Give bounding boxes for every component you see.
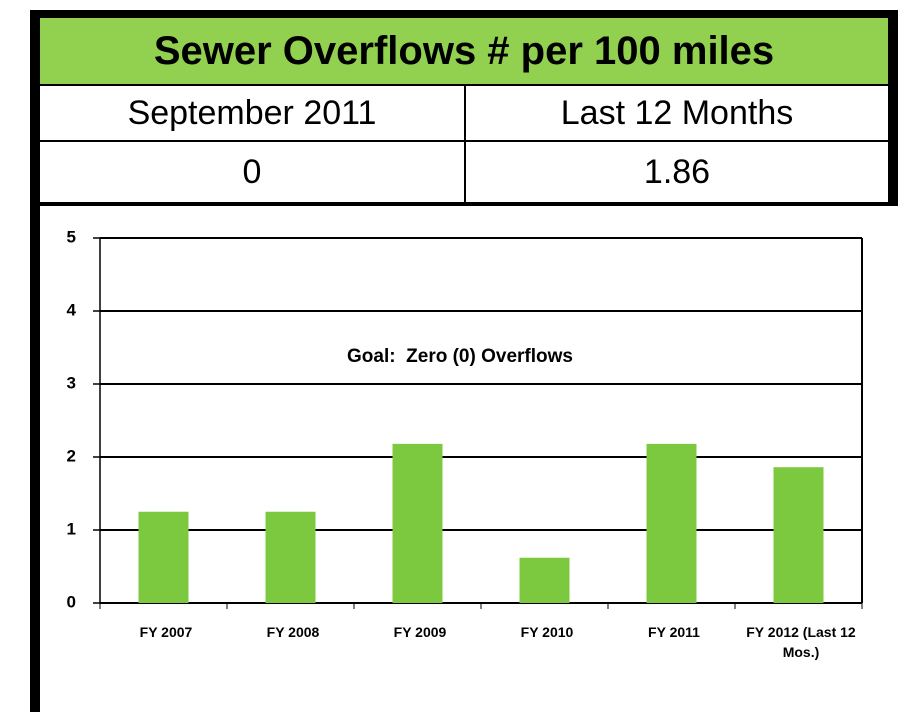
summary-value: 1.86 [466,142,888,202]
y-tick-label: 1 [67,519,76,538]
y-tick-label: 0 [67,592,76,611]
y-tick-label: 5 [67,227,76,246]
frame-top [30,10,898,18]
y-tick-label: 4 [67,300,77,319]
bar [773,467,824,603]
x-tick-label: FY 2008 [266,624,320,640]
column-divider [464,86,466,202]
x-tick-label: FY 2012 (Last 12 Mos.) [746,624,856,660]
chart-title: Sewer Overflows # per 100 miles [40,18,888,84]
summary-value: 0 [40,142,464,202]
bar [138,511,189,603]
column-header: Last 12 Months [466,86,888,140]
x-tick-label: FY 2009 [393,624,447,640]
x-tick-label: FY 2011 [648,624,700,640]
bar [646,443,697,603]
bar [392,443,443,603]
annotation: Goal: Zero (0) Overflows [347,346,573,367]
rule [40,84,888,86]
x-tick-label: FY 2007 [139,624,193,640]
y-tick-label: 2 [67,446,76,465]
bar [519,557,570,603]
column-header: September 2011 [40,86,464,140]
bar [265,511,316,603]
y-tick-label: 3 [67,373,76,392]
frame-left [30,10,40,712]
frame-right [888,10,898,206]
rule [40,202,898,206]
x-tick-label: FY 2010 [520,624,574,640]
